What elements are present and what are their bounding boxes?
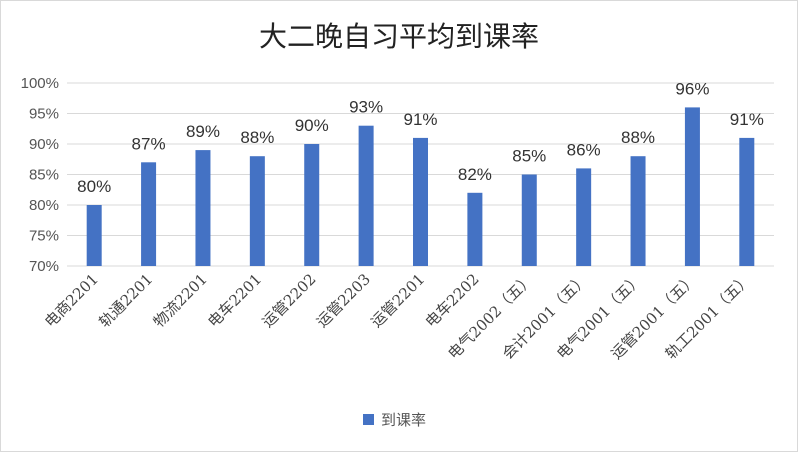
data-label: 87%: [132, 134, 166, 153]
data-label: 91%: [730, 110, 764, 129]
x-tick-label: 运管2203: [313, 270, 374, 331]
bar: [521, 174, 537, 266]
data-labels: 80% 87% 89% 88% 90% 93% 91% 82% 85% 86% 88% 96% 91%: [77, 79, 764, 196]
bars: [86, 107, 755, 267]
x-tick-label: 轨通2201: [95, 270, 156, 331]
y-tick-label: 100%: [21, 75, 59, 92]
y-tick-label: 90%: [29, 136, 59, 153]
legend-label: 到课率: [381, 411, 426, 429]
bar: [195, 150, 211, 266]
legend-swatch: [363, 414, 374, 425]
bar: [576, 168, 592, 266]
y-tick-label: 95%: [29, 106, 59, 123]
chart-title: 大二晚自习平均到课率: [259, 20, 539, 53]
x-tick-label: 电车2201: [204, 270, 265, 331]
bar: [684, 107, 700, 267]
x-tick-label: 物流2201: [150, 270, 211, 331]
bar: [86, 205, 102, 266]
bar: [249, 156, 265, 266]
x-tick-label: 运管2202: [259, 270, 320, 331]
bar: [630, 156, 646, 266]
data-label: 88%: [240, 128, 274, 147]
x-axis: 电商2201轨通2201物流2201电车2201运管2202运管2203运管22…: [41, 270, 755, 363]
data-label: 90%: [295, 116, 329, 135]
bar: [358, 125, 374, 266]
data-label: 91%: [403, 110, 437, 129]
data-label: 80%: [77, 177, 111, 196]
x-tick-label: 运管2201: [367, 270, 428, 331]
bar: [467, 192, 483, 266]
legend: 到课率: [363, 411, 426, 429]
x-tick-label: 电商2201: [41, 270, 102, 331]
y-tick-label: 85%: [29, 167, 59, 184]
y-tick-label: 70%: [29, 258, 59, 275]
bar: [141, 162, 157, 266]
data-label: 89%: [186, 122, 220, 141]
data-label: 93%: [349, 98, 383, 117]
y-axis: 70% 75% 80% 85% 90% 95% 100%: [21, 75, 59, 275]
data-label: 88%: [621, 128, 655, 147]
bar: [304, 144, 320, 266]
data-label: 85%: [512, 147, 546, 166]
data-label: 82%: [458, 165, 492, 184]
data-label: 86%: [567, 140, 601, 159]
data-label: 96%: [675, 79, 709, 98]
y-tick-label: 75%: [29, 228, 59, 245]
y-tick-label: 80%: [29, 197, 59, 214]
bar: [413, 137, 428, 266]
bar: [739, 137, 755, 266]
